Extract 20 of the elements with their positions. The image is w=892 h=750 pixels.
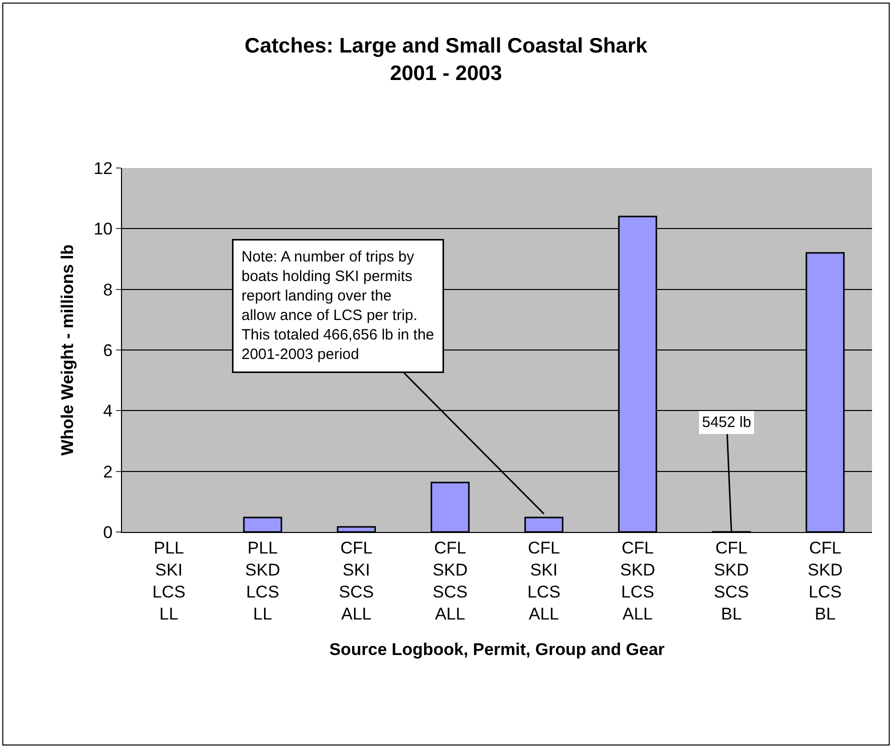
y-tick-label: 8 [103, 280, 113, 300]
chart-title: Catches: Large and Small Coastal Shark 2001 - 2003 [244, 34, 648, 85]
y-tick-label: 6 [103, 340, 113, 360]
x-tick-label: CFL SKI LCS ALL [527, 538, 560, 624]
x-tick-label: PLL SKI LCS LL [152, 538, 186, 624]
x-tick-label: CFL SKD LCS ALL [620, 538, 656, 624]
y-tick-label: 0 [103, 522, 113, 542]
y-tick-label: 10 [94, 220, 113, 239]
y-tick-label: 2 [103, 462, 113, 482]
x-axis-title: Source Logbook, Permit, Group and Gear [329, 640, 666, 660]
y-tick-label: 12 [94, 158, 113, 178]
annotation: Note: A number of trips by boats holding SKI permits report landing over the allow ance of LCS per trip. This totaled 466,656 lb in the 2001-2003 period [242, 248, 434, 363]
x-tick-label: CFL SKD SCS ALL [432, 538, 468, 624]
x-tick-label: CFL SKD SCS BL [714, 538, 749, 624]
x-tick-label: PLL SKD LCS LL [245, 538, 280, 624]
y-axis-title: Whole Weight - millions lb [58, 244, 78, 456]
x-tick-label: CFL SKD LCS BL [808, 538, 843, 624]
x-tick-label: CFL SKI SCS ALL [338, 538, 374, 624]
annotation: 5452 lb [702, 414, 752, 431]
y-tick-label: 4 [103, 402, 113, 421]
